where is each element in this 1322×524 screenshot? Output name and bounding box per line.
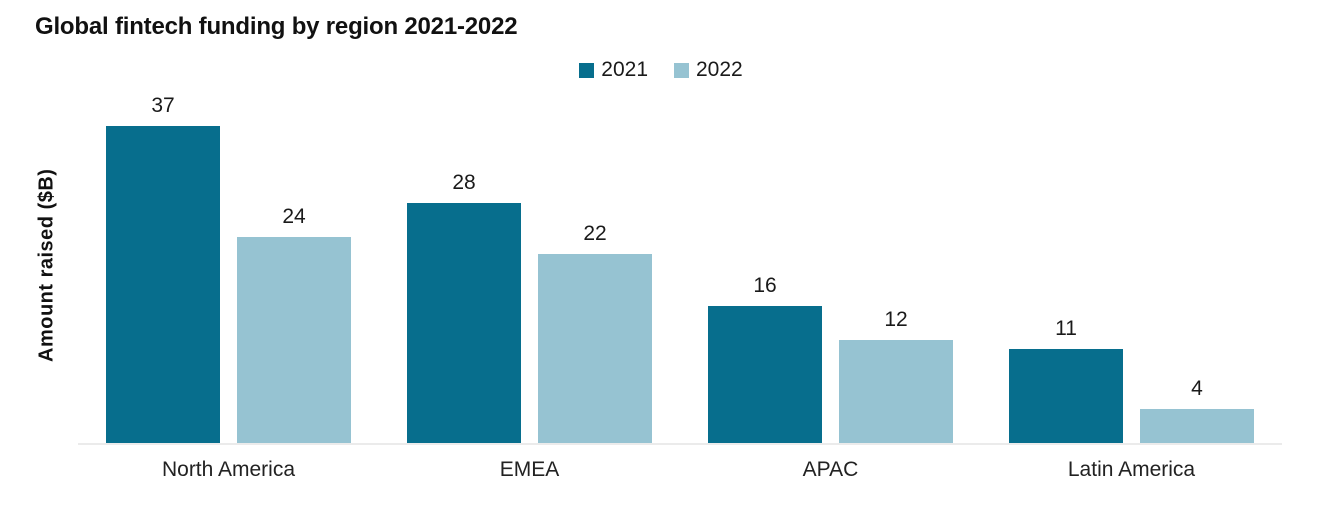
bar-value-label: 37 [151, 94, 175, 117]
bar-2021-north-america: 37 [106, 94, 220, 443]
bar-group-apac: 16 12 [680, 85, 981, 443]
bar-value-label: 16 [753, 274, 777, 297]
bar-2022-apac: 12 [839, 308, 953, 443]
legend-item-2021: 2021 [579, 58, 648, 82]
legend-swatch-2022 [674, 62, 689, 78]
legend: 2021 2022 [0, 58, 1322, 82]
bar-group-north-america: 37 24 [78, 85, 379, 443]
legend-swatch-2021 [579, 62, 595, 78]
bar-2021-latin-america: 11 [1009, 317, 1123, 443]
category-label-latin-america: Latin America [1067, 458, 1196, 481]
legend-label-2021: 2021 [601, 58, 648, 81]
category-label-apac: APAC [802, 458, 859, 481]
plot-area: 37 24 28 22 16 12 11 4 [78, 85, 1282, 445]
category-label-north-america: North America [161, 458, 296, 481]
bar-value-label: 22 [583, 222, 607, 245]
category-label-emea: EMEA [499, 458, 560, 481]
bar-2022-latin-america: 4 [1140, 377, 1254, 443]
legend-item-2022: 2022 [674, 58, 743, 82]
bar-value-label: 12 [884, 308, 908, 331]
bar-group-latin-america: 11 4 [981, 85, 1282, 443]
y-axis-label: Amount raised ($B) [35, 168, 58, 362]
bar-2021-apac: 16 [708, 274, 822, 443]
bar-value-label: 4 [1191, 377, 1203, 400]
bar-2022-north-america: 24 [237, 205, 351, 443]
bar-value-label: 24 [282, 205, 306, 228]
bar-2022-emea: 22 [538, 222, 652, 443]
bar-value-label: 28 [452, 171, 476, 194]
legend-label-2022: 2022 [696, 58, 743, 81]
bar-group-emea: 28 22 [379, 85, 680, 443]
x-axis-labels: North America EMEA APAC Latin America [78, 458, 1282, 482]
bar-2021-emea: 28 [407, 171, 521, 443]
bar-value-label: 11 [1055, 317, 1077, 340]
chart-title: Global fintech funding by region 2021-20… [35, 13, 518, 40]
